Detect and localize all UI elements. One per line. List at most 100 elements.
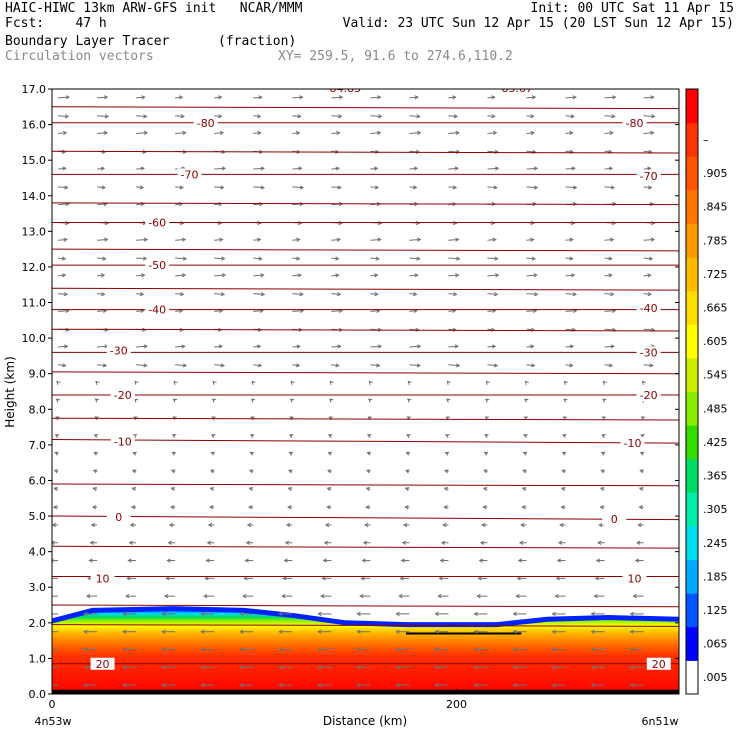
vector-arrowhead <box>61 256 67 261</box>
vector-arrow <box>97 293 105 295</box>
vector-arrow <box>643 132 654 134</box>
colorbar-label: .425 <box>703 436 728 449</box>
contour-label-bg <box>602 512 627 525</box>
vector-arrowhead <box>217 220 223 226</box>
vector-arrowhead <box>338 95 344 100</box>
vector-arrowhead <box>336 292 342 297</box>
vector-arrowhead <box>414 273 419 278</box>
vector-arrow <box>331 274 339 277</box>
vector-arrow <box>409 257 420 260</box>
vector-arrow <box>604 274 612 277</box>
vector-arrow <box>604 115 615 117</box>
vector-arrow <box>136 203 145 206</box>
contour-label: -30 <box>640 346 658 359</box>
vector-arrowhead <box>52 522 57 528</box>
vector-arrow <box>175 274 186 277</box>
vector-arrowhead <box>62 363 67 368</box>
vector-arrowhead <box>142 149 147 154</box>
vector-arrowhead <box>561 469 566 474</box>
vector-arrow <box>448 274 459 277</box>
vector-arrowhead <box>260 166 266 171</box>
vector-arrowhead <box>559 522 564 528</box>
vector-arrow <box>565 132 573 134</box>
vector-arrowhead <box>610 344 615 349</box>
vector-arrowhead <box>650 95 655 100</box>
vector-arrowhead <box>647 292 653 297</box>
vector-arrowhead <box>101 149 107 154</box>
vector-arrowhead <box>647 273 652 278</box>
vector-arrow <box>175 96 183 99</box>
contour-line <box>52 371 679 375</box>
contour-label-bg <box>106 510 131 523</box>
vector-arrowhead <box>401 540 407 545</box>
vector-arrow <box>58 364 66 367</box>
vector-arrow <box>565 186 577 189</box>
vector-arrow <box>331 96 343 99</box>
vector-arrow <box>526 150 536 153</box>
vector-arrowhead <box>180 114 185 119</box>
vector-arrowhead <box>54 434 60 438</box>
vector-arrowhead <box>61 273 67 278</box>
vector-arrowhead <box>210 434 216 438</box>
vector-arrow <box>370 238 381 241</box>
vector-arrow <box>643 150 652 153</box>
vector-arrowhead <box>598 522 603 528</box>
vector-arrowhead <box>83 665 88 670</box>
vector-arrowhead <box>335 256 340 261</box>
colorbar-label: .185 <box>703 570 728 583</box>
contour-label-bg <box>636 170 661 183</box>
vector-arrowhead <box>560 487 566 492</box>
contour-label: 0 <box>611 513 618 526</box>
vector-arrow <box>643 115 655 117</box>
colorbar-swatch <box>686 257 698 292</box>
vector-arrowhead <box>494 166 500 171</box>
vector-arrow <box>370 132 381 134</box>
vector-arrow <box>292 96 303 99</box>
vector-arrowhead <box>258 95 263 100</box>
vector-arrow <box>487 132 497 134</box>
vector-arrow <box>526 274 537 277</box>
vector-arrowhead <box>492 237 497 242</box>
vector-arrowhead <box>56 380 61 385</box>
vector-arrowhead <box>360 576 365 581</box>
vector-arrowhead <box>612 201 617 207</box>
vector-arrowhead <box>83 647 88 652</box>
vector-arrowhead <box>139 292 145 297</box>
vector-arrowhead <box>356 665 361 670</box>
vector-arrowhead <box>89 540 94 545</box>
vector-arrow <box>175 115 184 117</box>
vector-arrowhead <box>63 292 69 297</box>
contour-line <box>52 106 679 110</box>
contour-label: -30 <box>110 345 128 358</box>
vector-arrow <box>487 274 499 277</box>
vector-arrow <box>565 293 577 295</box>
vector-arrowhead <box>516 576 521 581</box>
vector-arrowhead <box>416 237 422 242</box>
vector-arrow <box>565 115 575 117</box>
vector-arrowhead <box>179 292 185 297</box>
vector-arrow <box>331 345 341 348</box>
field-name: Boundary Layer Tracer <box>5 34 170 49</box>
vector-arrowhead <box>221 166 227 171</box>
colorbar-swatch <box>686 593 698 628</box>
vector-arrow <box>604 132 613 134</box>
colorbar-swatch <box>686 324 698 359</box>
vector-arrowhead <box>141 95 146 100</box>
vector-arrowhead <box>239 682 244 688</box>
vector-arrowhead <box>45 683 48 686</box>
vector-arrow <box>136 96 145 99</box>
vector-arrowhead <box>632 594 637 599</box>
vector-arrowhead <box>45 648 48 651</box>
colorbar-label: .545 <box>703 369 728 382</box>
contour-label-bg <box>646 657 671 670</box>
vector-arrow <box>292 186 304 189</box>
vector-arrowhead <box>278 665 283 670</box>
vector-arrowhead <box>551 665 556 670</box>
vector-arrowhead <box>218 114 223 119</box>
vector-arrowhead <box>612 95 617 100</box>
vector-arrow <box>331 238 341 241</box>
vector-arrowhead <box>317 682 322 688</box>
vector-arrow <box>292 310 304 312</box>
vector-arrow <box>331 364 339 367</box>
vector-arrowhead <box>63 237 68 242</box>
